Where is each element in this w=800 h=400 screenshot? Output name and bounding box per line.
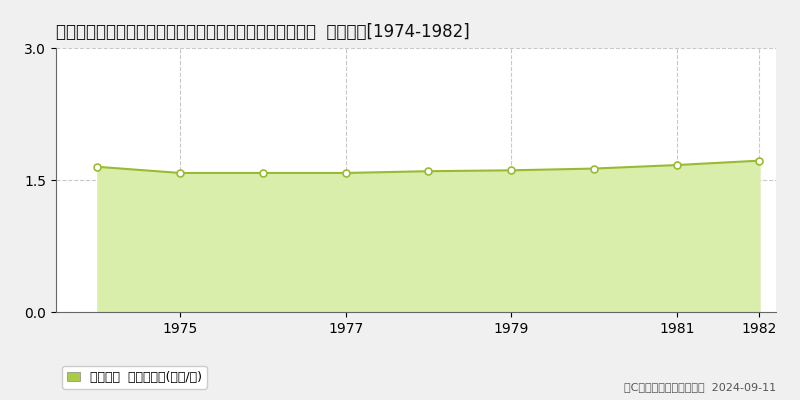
Point: [670, 162, 683, 168]
Point: [505, 167, 518, 174]
Point: [174, 170, 186, 176]
Point: [753, 158, 766, 164]
Text: 青森県南津軽郡藤崎町大字中野目字葛巻７番１　地価公示  地価推移[1974-1982]: 青森県南津軽郡藤崎町大字中野目字葛巻７番１ 地価公示 地価推移[1974-198…: [56, 23, 470, 41]
Point: [257, 170, 270, 176]
Point: [91, 164, 104, 170]
Point: [422, 168, 435, 174]
Point: [339, 170, 352, 176]
Point: [587, 165, 600, 172]
Legend: 地価公示  平均坪単価(万円/坪): 地価公示 平均坪単価(万円/坪): [62, 366, 206, 389]
Text: （C）土地価格ドットコム  2024-09-11: （C）土地価格ドットコム 2024-09-11: [624, 382, 776, 392]
